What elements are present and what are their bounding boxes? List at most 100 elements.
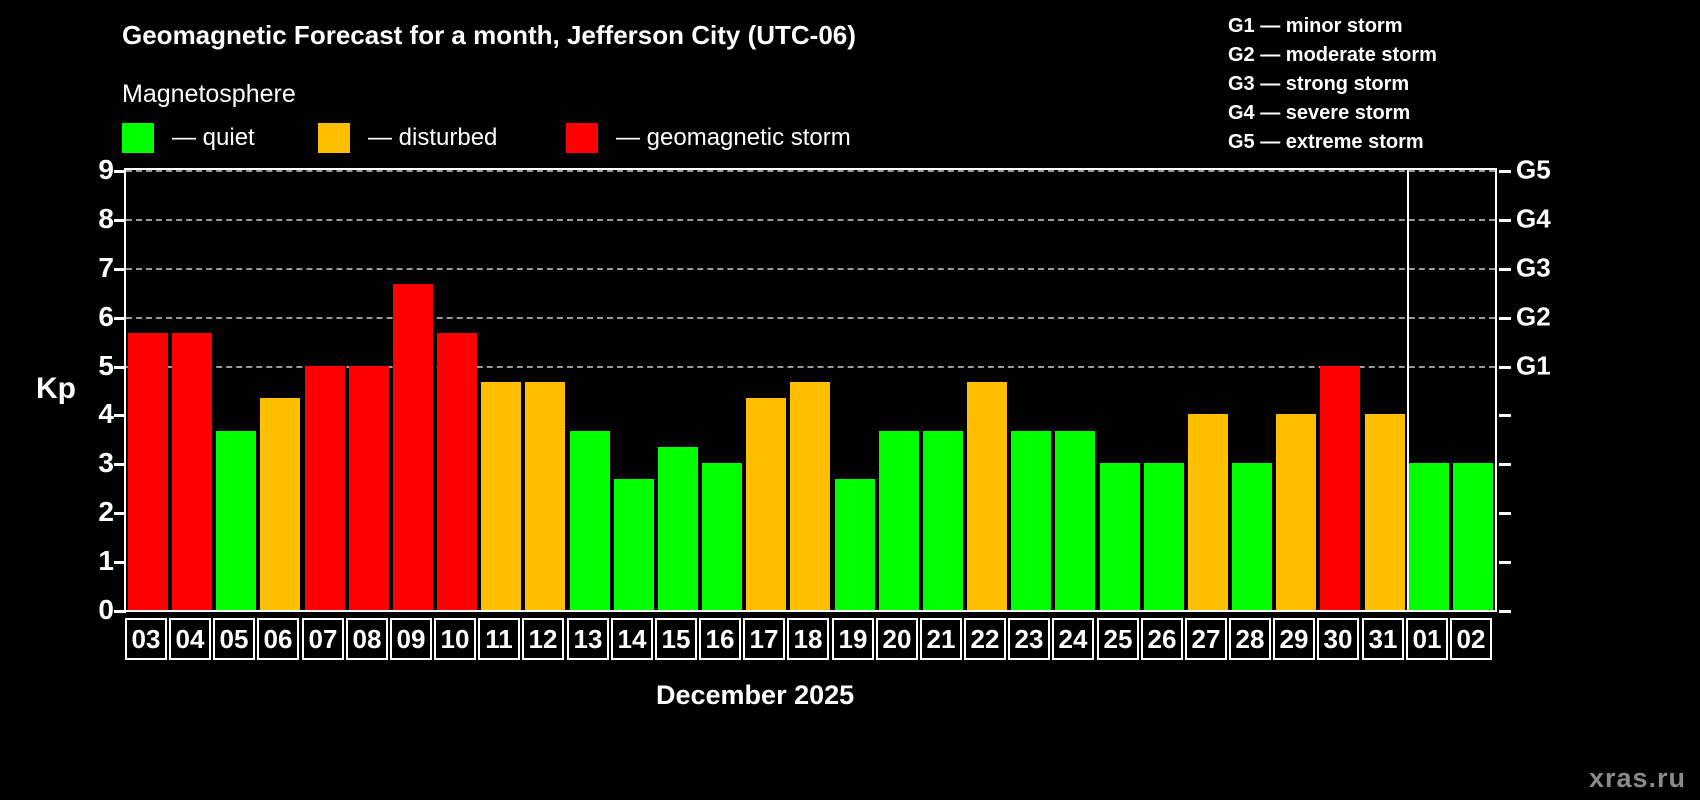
plot-inner <box>126 170 1495 610</box>
day-label-07[interactable]: 07 <box>302 618 344 660</box>
legend-item-storm: — geomagnetic storm <box>566 122 851 154</box>
g-scale-row-4: G4 — severe storm <box>1228 102 1411 124</box>
day-label-29[interactable]: 29 <box>1273 618 1315 660</box>
bar-day-02[interactable] <box>1453 463 1493 610</box>
day-label-05[interactable]: 05 <box>213 618 255 660</box>
y-tick-label-2: 2 <box>98 496 114 528</box>
bar-day-29[interactable] <box>1276 414 1316 610</box>
day-label-08[interactable]: 08 <box>346 618 388 660</box>
day-label-06[interactable]: 06 <box>257 618 299 660</box>
day-label-24[interactable]: 24 <box>1052 618 1094 660</box>
day-label-09[interactable]: 09 <box>390 618 432 660</box>
bar-day-01[interactable] <box>1409 463 1449 610</box>
day-label-17[interactable]: 17 <box>743 618 785 660</box>
bar-day-06[interactable] <box>260 398 300 610</box>
right-tick-mark-9 <box>1499 170 1511 173</box>
bar-day-15[interactable] <box>658 447 698 610</box>
day-label-20[interactable]: 20 <box>876 618 918 660</box>
day-label-12[interactable]: 12 <box>522 618 564 660</box>
right-tick-mark-0 <box>1499 610 1511 613</box>
y-tick-mark-6 <box>114 316 126 320</box>
gridline-kp-9 <box>126 170 1495 172</box>
legend-label-disturbed: — disturbed <box>368 124 498 151</box>
g-axis-labels: G1 G2 G3 G4 G5 <box>1508 155 1578 612</box>
day-label-22[interactable]: 22 <box>964 618 1006 660</box>
g-scale-row-2: G2 — moderate storm <box>1228 44 1437 66</box>
bar-day-12[interactable] <box>525 382 565 610</box>
day-label-14[interactable]: 14 <box>611 618 653 660</box>
day-label-03[interactable]: 03 <box>125 618 167 660</box>
bar-day-09[interactable] <box>393 284 433 610</box>
bar-day-22[interactable] <box>967 382 1007 610</box>
y-tick-mark-3 <box>114 463 126 467</box>
day-label-04[interactable]: 04 <box>169 618 211 660</box>
day-label-21[interactable]: 21 <box>920 618 962 660</box>
bar-day-28[interactable] <box>1232 463 1272 610</box>
y-tick-label-7: 7 <box>98 251 114 283</box>
legend-swatch-storm <box>566 123 598 153</box>
magnetosphere-heading: Magnetosphere <box>122 80 296 108</box>
bar-day-27[interactable] <box>1188 414 1228 610</box>
bar-day-23[interactable] <box>1011 431 1051 610</box>
y-tick-label-6: 6 <box>98 300 114 332</box>
page-title: Geomagnetic Forecast for a month, Jeffer… <box>122 20 856 50</box>
day-label-10[interactable]: 10 <box>434 618 476 660</box>
bar-day-16[interactable] <box>702 463 742 610</box>
g-axis-label-G2: G2 <box>1516 301 1551 332</box>
g-scale-legend: G1 — minor storm G2 — moderate storm G3 — … <box>1228 12 1437 157</box>
y-tick-mark-4 <box>114 414 126 418</box>
day-label-25[interactable]: 25 <box>1097 618 1139 660</box>
day-label-13[interactable]: 13 <box>567 618 609 660</box>
legend-item-disturbed: — disturbed <box>318 122 497 154</box>
bar-day-10[interactable] <box>437 333 477 610</box>
day-label-26[interactable]: 26 <box>1141 618 1183 660</box>
day-label-15[interactable]: 15 <box>655 618 697 660</box>
day-label-18[interactable]: 18 <box>787 618 829 660</box>
bar-day-24[interactable] <box>1055 431 1095 610</box>
y-tick-label-1: 1 <box>98 545 114 577</box>
g-scale-row-3: G3 — strong storm <box>1228 73 1410 95</box>
day-label-16[interactable]: 16 <box>699 618 741 660</box>
day-label-27[interactable]: 27 <box>1185 618 1227 660</box>
day-label-30[interactable]: 30 <box>1317 618 1359 660</box>
gridline-kp-6 <box>126 316 1495 319</box>
y-axis-label: Kp <box>36 372 76 405</box>
gridline-kp-7 <box>126 267 1495 270</box>
right-tick-mark-7 <box>1499 267 1511 271</box>
right-tick-mark-5 <box>1499 365 1511 369</box>
bar-day-04[interactable] <box>172 333 212 610</box>
bar-day-14[interactable] <box>614 479 654 610</box>
y-tick-mark-0 <box>114 610 126 613</box>
y-tick-mark-2 <box>114 512 126 516</box>
bar-day-13[interactable] <box>570 431 610 610</box>
day-label-19[interactable]: 19 <box>832 618 874 660</box>
day-label-28[interactable]: 28 <box>1229 618 1271 660</box>
y-axis-tick-marks <box>0 168 130 613</box>
day-label-01[interactable]: 01 <box>1406 618 1448 660</box>
bar-day-05[interactable] <box>216 431 256 610</box>
y-tick-label-3: 3 <box>98 447 114 479</box>
day-label-23[interactable]: 23 <box>1008 618 1050 660</box>
bar-day-11[interactable] <box>481 382 521 610</box>
day-label-02[interactable]: 02 <box>1450 618 1492 660</box>
bar-day-19[interactable] <box>835 479 875 610</box>
bar-day-25[interactable] <box>1100 463 1140 610</box>
right-tick-mark-6 <box>1499 316 1511 320</box>
bar-day-26[interactable] <box>1144 463 1184 610</box>
bar-day-20[interactable] <box>879 431 919 610</box>
g-axis-label-G5: G5 <box>1516 154 1551 185</box>
bar-day-30[interactable] <box>1320 366 1360 610</box>
y-tick-label-0: 0 <box>98 594 114 625</box>
bar-day-31[interactable] <box>1365 414 1405 610</box>
bar-series <box>126 170 1495 610</box>
day-label-31[interactable]: 31 <box>1362 618 1404 660</box>
g-axis-label-G1: G1 <box>1516 350 1551 381</box>
bar-day-17[interactable] <box>746 398 786 610</box>
bar-day-07[interactable] <box>305 366 345 610</box>
bar-day-03[interactable] <box>128 333 168 610</box>
bar-day-08[interactable] <box>349 366 389 610</box>
day-label-11[interactable]: 11 <box>478 618 520 660</box>
bar-day-21[interactable] <box>923 431 963 610</box>
g-scale-row-1: G1 — minor storm <box>1228 15 1403 37</box>
bar-day-18[interactable] <box>790 382 830 610</box>
